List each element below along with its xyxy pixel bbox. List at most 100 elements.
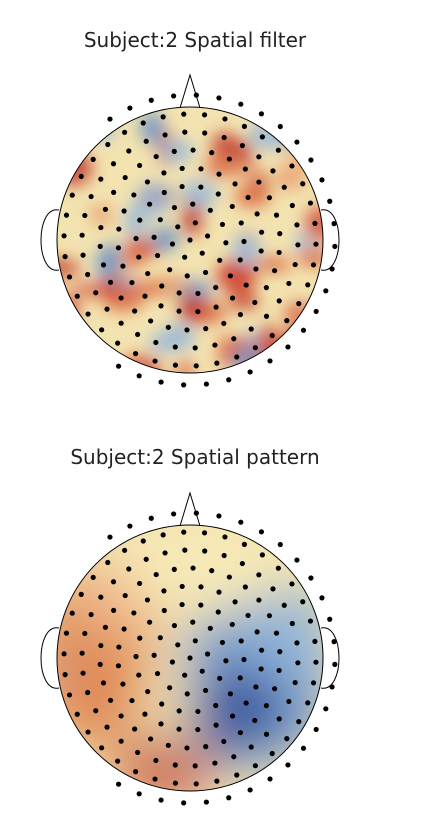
electrode [78,591,84,597]
electrode [292,679,298,686]
electrode [308,157,314,163]
electrode [202,548,208,554]
electrode [187,237,193,243]
electrode [161,607,167,614]
electrode [182,129,188,135]
electrode [131,192,137,198]
electrode [294,139,300,145]
electrode [140,120,146,126]
ear [40,627,60,689]
electrode [195,708,201,715]
electrode [285,344,291,350]
blob [57,107,72,116]
blob [57,294,81,325]
electrode [201,112,208,118]
blob [227,294,261,310]
blob [215,258,253,292]
blob [180,179,218,210]
electrode [231,754,237,760]
electrode [102,206,108,212]
blob [292,107,312,119]
electrode [172,762,178,768]
electrode [153,339,159,346]
electrode [295,660,301,666]
electrode [176,308,182,314]
electrode [111,607,117,613]
electrode [209,568,215,574]
electrode [80,670,86,676]
electrode [184,273,190,279]
electrode [159,283,165,289]
electrode [121,626,127,632]
electrode [165,324,171,330]
electrode [232,599,238,605]
electrode [332,243,338,249]
electrode [253,266,259,272]
electrode [192,220,198,226]
electrode [159,701,165,707]
blob [195,668,285,748]
blob [295,307,323,333]
electrode [213,702,219,709]
electrode [167,685,173,691]
electrode [212,342,218,348]
electrode [232,181,238,187]
electrode [216,171,222,177]
electrode [118,713,124,719]
electrode [171,511,177,517]
electrode [105,141,111,148]
electrode [104,724,110,730]
electrode [198,184,204,190]
electrode [107,116,113,122]
electrode [212,760,218,766]
electrode [252,299,258,306]
nose [179,73,201,109]
electrode [100,262,107,268]
electrode [332,661,338,667]
electrode [161,588,167,594]
electrode [213,304,219,310]
electrode [273,630,280,636]
electrode [153,571,159,578]
electrode [276,716,282,722]
electrode [300,327,307,333]
electrode [182,547,188,553]
heatmap [57,525,323,791]
electrode [182,672,188,678]
electrode [82,630,88,637]
electrode [252,763,258,769]
electrode [229,713,236,719]
electrode [237,311,244,318]
electrode [63,630,70,636]
electrode [182,254,188,260]
electrode [98,594,104,600]
electrode [247,787,253,793]
electrode [327,198,333,204]
electrode [160,114,166,120]
electrode [120,681,126,687]
electrode [300,181,306,187]
electrode [285,762,291,768]
electrode [216,589,222,595]
blob [250,588,323,688]
electrode [229,621,235,628]
electrode [221,134,227,141]
electrode [137,635,143,641]
electrode [69,192,75,198]
electrode [143,556,149,562]
electrode [253,684,259,690]
electrode [144,179,151,185]
electrode [154,670,161,677]
electrode [190,147,196,153]
electrode [122,174,128,181]
electrode [153,757,159,764]
blob [95,246,119,281]
electrode [181,382,187,388]
electrode [190,201,196,207]
electrode [146,201,153,207]
electrode [146,619,153,625]
electrode [179,183,185,190]
electrode [85,689,91,696]
electrode [258,647,265,653]
